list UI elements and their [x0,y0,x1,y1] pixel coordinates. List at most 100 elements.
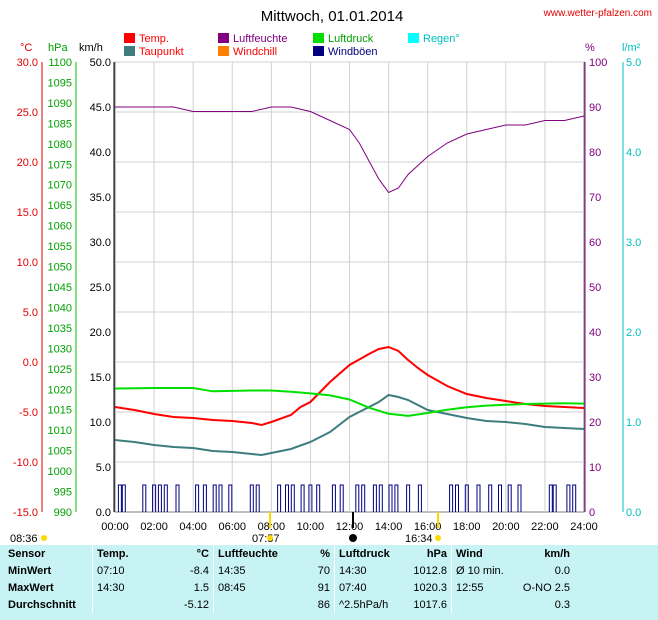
pressure-tick-label: 1020 [48,384,72,396]
wind-gust-mark [388,484,393,512]
rain-tick-label: 1.0 [626,417,641,429]
sunrise-icon [267,535,273,541]
pressure-max-time: 07:40 [334,579,399,596]
time-tick-label: 18:00 [453,521,481,533]
wind-gust-mark [290,484,295,512]
pressure-tick-label: 1090 [48,98,72,110]
humidity-tick-label: 20 [589,417,601,429]
legend-label-dewpoint: Taupunkt [139,46,184,58]
time-tick-label: 12:00 [336,521,364,533]
wind-tick-label: 50.0 [90,57,111,69]
wind-gust-mark [331,484,336,512]
pressure-tick-labels: 990 995 1000 1005 1010 1015 1020 1025 1030 1035 10… [48,57,72,519]
wind-gust-mark [476,484,481,512]
pressure-tick-label: 1025 [48,364,72,376]
pressure-tick-label: 995 [54,487,72,499]
temp-avg-value: -5.12 [183,598,209,611]
temp-axis-unit: °C [20,42,32,54]
legend-label-windchill: Windchill [233,46,277,58]
humidity-axis-unit: % [585,42,595,54]
sunset-icon [435,535,441,541]
wind-gust-mark [163,484,168,512]
sunrise-label: 07:57 [252,533,280,545]
wind-gust-mark [300,484,305,512]
wind-gust-mark [228,484,233,512]
wind-gust-mark [507,484,512,512]
data-series [114,106,585,457]
humidity-tick-label: 30 [589,372,601,384]
rain-tick-label: 3.0 [626,237,641,249]
legend-label-pressure: Luftdruck [328,33,374,45]
legend-swatch-rain [408,33,419,43]
legend-swatch-windchill [218,46,229,56]
pressure-avg-value: 1017.6 [413,598,447,611]
wind-gust-mark [117,484,122,512]
stats-row-avg: Durchschnitt -5.12 86 ^2.5hPa/h 1017.6 0… [0,596,574,613]
wind-max-time-text: 12:55 [456,581,484,594]
wind-tick-label: 40.0 [90,147,111,159]
pressure-tick-label: 1015 [48,405,72,417]
time-tick-labels: 00:00 02:00 04:00 06:00 08:00 10:00 12:00 14:00… [101,521,598,533]
wind-gust-mark [277,484,282,512]
temp-tick-label: 0.0 [23,357,38,369]
humidity-avg-value: 86 [317,598,330,611]
wind-gust-mark [218,484,223,512]
wind-gust-mark [195,484,200,512]
wind-gust-mark [202,484,207,512]
time-tick-label: 14:00 [375,521,403,533]
wind-gust-mark [455,484,459,512]
wind-gust-mark [517,484,522,512]
temp-tick-label: 5.0 [23,307,38,319]
wind-gust-mark [552,484,557,512]
pressure-axis-unit: hPa [48,42,68,54]
wind-avg-time [451,596,516,613]
wind-tick-labels: 50.0 45.0 40.0 35.0 30.0 25.0 20.0 15.0 10.0 5.0 0… [90,57,111,519]
rain-tick-label: 5.0 [626,57,641,69]
time-tick-label: 00:00 [101,521,129,533]
pressure-min-value: 1012.8 [413,564,447,577]
wind-min-value: 0.0 [554,564,570,577]
pressure-tick-label: 1000 [48,466,72,478]
series-line-temp [114,345,585,427]
stats-header-pressure: Luftdruck [334,545,399,562]
wind-gust-mark [372,484,377,512]
humidity-tick-label: 70 [589,192,601,204]
statistics-panel: Sensor Temp. °C Luftfeuchte % Luftdruck … [0,545,658,620]
wind-gust-mark [464,484,469,512]
wind-gust-mark [566,484,571,512]
pressure-tick-label: 1095 [48,77,72,89]
series-line-taupunkt [114,393,585,457]
wind-gust-mark [449,484,454,512]
wind-gust-mark [308,484,313,512]
wind-max-speed: 2.5 [554,581,570,594]
temp-max-value: 1.5 [193,581,209,594]
wind-gust-mark [572,484,577,512]
wind-gust-mark [175,484,180,512]
weather-chart: Mittwoch, 01.01.2014 www.wetter-pfalzen.… [10,8,652,545]
temp-tick-label: 10.0 [17,257,38,269]
humidity-tick-label: 10 [589,462,601,474]
wind-gust-mark [394,484,399,512]
moon-icon [349,534,357,542]
wind-axis-unit: km/h [79,42,103,54]
humidity-min-time: 14:35 [213,562,284,579]
source-link[interactable]: www.wetter-pfalzen.com [543,8,652,19]
pressure-tick-label: 1005 [48,446,72,458]
wind-gust-mark [152,484,157,512]
stats-header-temp-unit: °C [196,547,209,560]
temp-tick-label: 30.0 [17,57,38,69]
legend-swatch-pressure [313,33,324,43]
legend-label-gusts: Windböen [328,46,378,58]
pressure-tick-label: 1080 [48,139,72,151]
temp-tick-label: 20.0 [17,157,38,169]
rain-tick-label: 2.0 [626,327,641,339]
wind-tick-label: 5.0 [96,462,111,474]
pressure-tick-label: 1035 [48,323,72,335]
wind-max-value: O-NO 2.5 [516,579,574,596]
pressure-tick-label: 1050 [48,262,72,274]
pressure-tick-label: 1070 [48,180,72,192]
wind-max-time: 12:55 [451,579,516,596]
pressure-trend: ^2.5hPa/h [334,596,399,613]
stats-row-min: MinWert 07:10 -8.4 14:35 70 14:30 1012.8… [0,562,574,579]
